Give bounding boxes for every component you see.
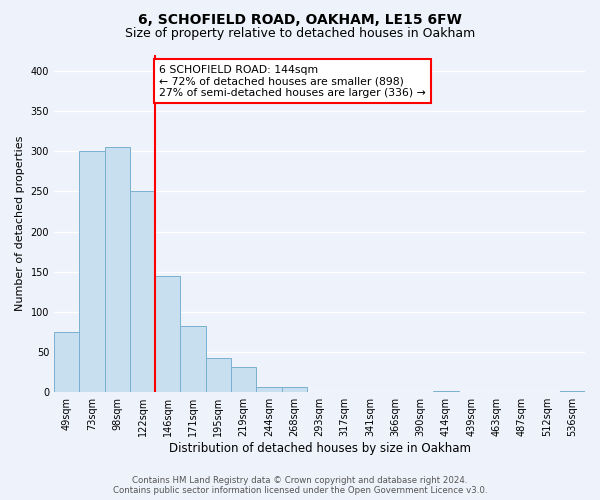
Bar: [155, 276, 181, 392]
Bar: [231, 366, 256, 392]
Bar: [206, 358, 231, 392]
Text: 6, SCHOFIELD ROAD, OAKHAM, LE15 6FW: 6, SCHOFIELD ROAD, OAKHAM, LE15 6FW: [138, 12, 462, 26]
Bar: [104, 148, 130, 392]
Bar: [181, 326, 206, 392]
Text: Contains HM Land Registry data © Crown copyright and database right 2024.
Contai: Contains HM Land Registry data © Crown c…: [113, 476, 487, 495]
Bar: [281, 388, 307, 392]
Bar: [79, 152, 104, 392]
Y-axis label: Number of detached properties: Number of detached properties: [15, 136, 25, 312]
Bar: [130, 192, 155, 392]
Bar: [256, 386, 281, 392]
X-axis label: Distribution of detached houses by size in Oakham: Distribution of detached houses by size …: [169, 442, 470, 455]
Bar: [560, 390, 585, 392]
Text: 6 SCHOFIELD ROAD: 144sqm
← 72% of detached houses are smaller (898)
27% of semi-: 6 SCHOFIELD ROAD: 144sqm ← 72% of detach…: [159, 64, 426, 98]
Bar: [433, 390, 458, 392]
Bar: [54, 332, 79, 392]
Text: Size of property relative to detached houses in Oakham: Size of property relative to detached ho…: [125, 28, 475, 40]
